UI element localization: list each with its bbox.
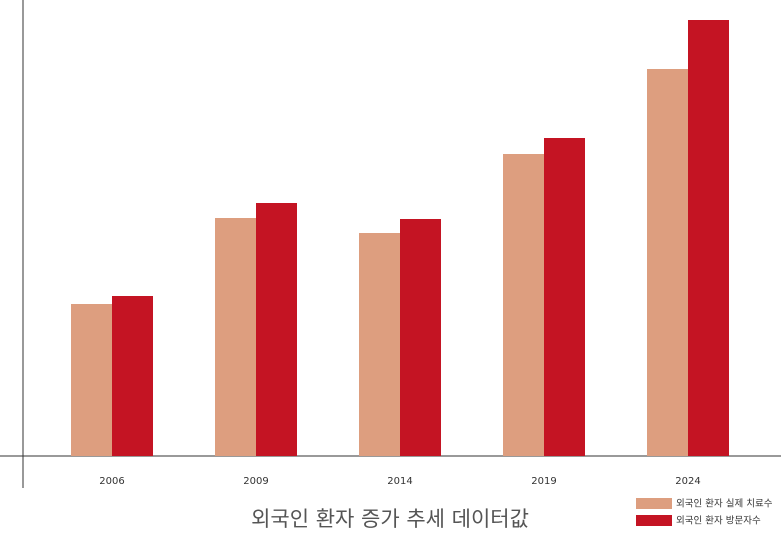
x-tick-label: 2019	[531, 476, 556, 487]
bar	[688, 20, 729, 456]
x-tick-label: 2024	[675, 476, 700, 487]
bar	[503, 154, 544, 456]
bar	[71, 304, 112, 456]
x-tick-label: 2009	[243, 476, 268, 487]
bar	[256, 203, 297, 456]
bar	[400, 219, 441, 456]
legend-label: 외국인 환자 실제 치료수	[676, 498, 773, 510]
legend-label: 외국인 환자 방문자수	[676, 515, 761, 527]
legend-swatch	[636, 498, 672, 509]
legend-swatch	[636, 515, 672, 526]
x-tick-label: 2006	[99, 476, 124, 487]
bar	[215, 218, 256, 456]
bar	[359, 233, 400, 456]
bar	[112, 296, 153, 456]
bar	[544, 138, 585, 456]
bar	[647, 69, 688, 456]
chart-title: 외국인 환자 증가 추세 데이터값	[251, 507, 529, 531]
x-tick-label: 2014	[387, 476, 412, 487]
